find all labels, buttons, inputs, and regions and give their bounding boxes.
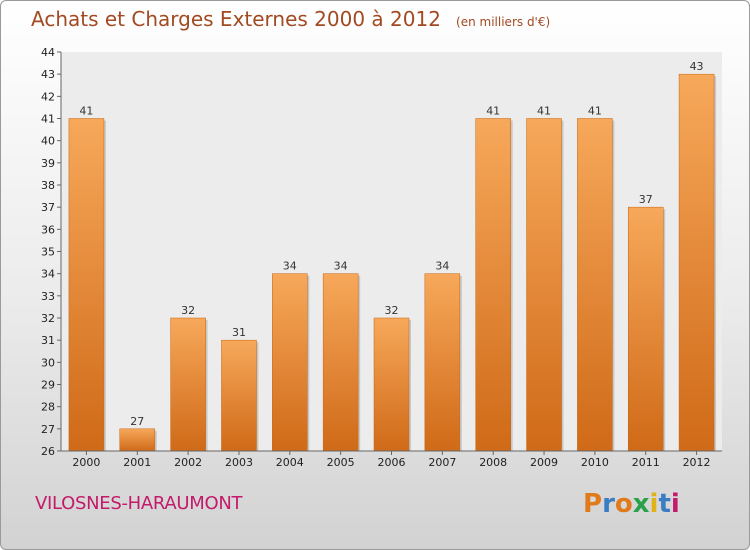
title-row: Achats et Charges Externes 2000 à 2012 (… — [31, 7, 550, 31]
bar — [627, 206, 664, 452]
brand-letter: P — [583, 489, 603, 519]
bar — [678, 73, 715, 452]
chart-subtitle: (en milliers d'€) — [456, 15, 551, 29]
brand-letter: r — [602, 489, 615, 519]
y-tick-label: 29 — [41, 379, 55, 392]
bar — [170, 317, 206, 452]
y-tick-label: 35 — [41, 246, 55, 259]
bar-value-label: 32 — [385, 304, 399, 317]
x-tick-label: 2010 — [581, 456, 609, 469]
y-tick-label: 28 — [41, 401, 55, 414]
y-axis: 26 27 28 29 30 31 32 33 34 35 36 37 38 39 40 41 42 43 44 — [41, 46, 62, 458]
bar — [119, 428, 156, 452]
bar-value-label: 37 — [639, 193, 653, 206]
bar — [272, 273, 308, 452]
bar-value-label: 27 — [130, 415, 144, 428]
bar-value-label: 41 — [588, 105, 602, 118]
y-tick-label: 30 — [41, 356, 55, 369]
y-tick-label: 36 — [41, 223, 55, 236]
y-tick-label: 41 — [41, 113, 55, 126]
y-tick-label: 37 — [41, 201, 55, 214]
commune-name: VILOSNES-HARAUMONT — [35, 493, 243, 514]
y-tick-label: 39 — [41, 157, 55, 170]
x-tick-label: 2006 — [378, 456, 406, 469]
y-tick-label: 31 — [41, 334, 55, 347]
brand-letter: i — [670, 489, 680, 519]
y-tick-label: 40 — [41, 135, 55, 148]
bar-value-label: 34 — [435, 260, 449, 273]
x-tick-label: 2005 — [327, 456, 355, 469]
y-tick-label: 43 — [41, 68, 55, 81]
bar-value-label: 43 — [690, 60, 704, 73]
x-tick-label: 2007 — [428, 456, 456, 469]
x-tick-label: 2012 — [683, 456, 711, 469]
brand-letter: o — [614, 489, 633, 519]
y-tick-label: 33 — [41, 290, 55, 303]
brand-letter: x — [632, 489, 650, 519]
y-tick-label: 26 — [41, 445, 55, 458]
bar — [526, 118, 562, 452]
x-tick-label: 2008 — [479, 456, 507, 469]
brand-letter: i — [649, 489, 659, 519]
bar — [68, 118, 105, 452]
x-tick-label: 2003 — [225, 456, 253, 469]
bar-value-label: 34 — [334, 260, 348, 273]
brand-letter: t — [658, 489, 671, 519]
y-tick-label: 27 — [41, 423, 55, 436]
x-tick-label: 2002 — [174, 456, 202, 469]
chart-title: Achats et Charges Externes 2000 à 2012 — [31, 7, 441, 31]
x-tick-label: 2004 — [276, 456, 304, 469]
bar-value-label: 41 — [486, 105, 500, 118]
bar-value-label: 34 — [283, 260, 297, 273]
bars: 41 27 32 31 34 34 32 34 41 41 41 37 43 — [68, 60, 717, 452]
x-tick-label: 2001 — [123, 456, 151, 469]
y-tick-label: 32 — [41, 312, 55, 325]
x-tick-label: 2000 — [72, 456, 100, 469]
bar-value-label: 41 — [537, 105, 551, 118]
bar-value-label: 31 — [232, 326, 246, 339]
bar — [221, 339, 257, 452]
y-tick-label: 42 — [41, 90, 55, 103]
y-tick-label: 44 — [41, 46, 55, 59]
bar-value-label: 41 — [79, 105, 93, 118]
y-tick-label: 34 — [41, 268, 55, 281]
bar — [373, 317, 410, 452]
bar — [475, 118, 511, 452]
bar — [577, 118, 613, 452]
x-axis: 2000 2001 2002 2003 2004 2005 2006 2007 2008 2009… — [61, 450, 722, 469]
bar — [322, 273, 359, 452]
y-tick-label: 38 — [41, 179, 55, 192]
bar-value-label: 32 — [181, 304, 195, 317]
brand-logo: Proxiti — [583, 489, 680, 519]
bar — [424, 273, 461, 452]
x-tick-label: 2009 — [530, 456, 558, 469]
x-tick-label: 2011 — [632, 456, 660, 469]
